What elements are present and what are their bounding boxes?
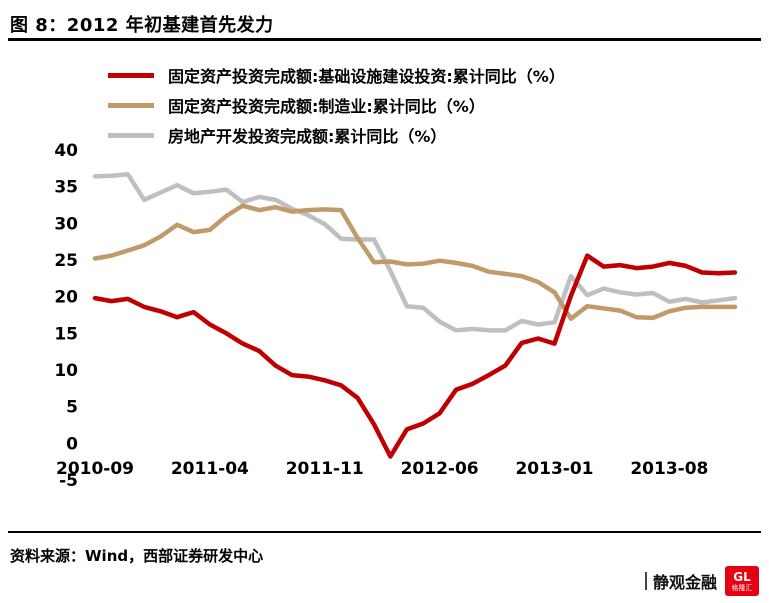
legend-swatch <box>108 72 154 78</box>
logo-text: 格隆汇 <box>731 583 753 592</box>
series-line-0 <box>92 253 738 459</box>
x-axis-tick-label: 2011-11 <box>286 459 364 479</box>
legend-label: 固定资产投资完成额:基础设施建设投资:累计同比（%） <box>168 67 565 86</box>
legend-swatch <box>108 102 154 108</box>
watermark-text: 静观金融 <box>652 573 717 592</box>
y-axis-tick-label: 40 <box>54 141 78 161</box>
chart-legend: 固定资产投资完成额:基础设施建设投资:累计同比（%） 固定资产投资完成额:制造业:… <box>108 64 565 154</box>
x-axis-tick-label: 2012-06 <box>401 459 479 479</box>
x-axis-tick-label: 2013-01 <box>515 459 593 479</box>
y-axis-tick-label: 0 <box>66 434 78 454</box>
legend-item-1: 固定资产投资完成额:制造业:累计同比（%） <box>108 94 565 116</box>
gelonghui-logo-icon: GL 格隆汇 <box>725 566 759 596</box>
x-axis-tick-label: 2010-09 <box>56 459 134 479</box>
watermark: 静观金融 GL 格隆汇 <box>644 566 759 596</box>
x-axis-tick-label: 2011-04 <box>171 459 249 479</box>
y-axis-tick-label: -5 <box>59 471 78 491</box>
y-axis-tick-label: 35 <box>54 178 78 198</box>
legend-item-0: 固定资产投资完成额:基础设施建设投资:累计同比（%） <box>108 64 565 86</box>
figure-header: 图 8：2012 年初基建首先发力 <box>8 0 761 41</box>
legend-swatch <box>108 132 154 138</box>
y-axis-tick-label: 15 <box>54 324 78 344</box>
y-axis-tick-label: 30 <box>54 214 78 234</box>
legend-label: 房地产开发投资完成额:累计同比（%） <box>168 127 447 146</box>
logo-monogram: GL <box>733 569 751 584</box>
series-line-1 <box>92 203 738 321</box>
y-axis-tick-label: 5 <box>66 398 78 418</box>
y-axis-tick-label: 20 <box>54 288 78 308</box>
x-axis-tick-label: 2013-08 <box>630 459 708 479</box>
legend-item-2: 房地产开发投资完成额:累计同比（%） <box>108 124 565 146</box>
watermark-separator <box>644 572 647 590</box>
footer-divider <box>8 531 761 533</box>
source-note: 资料来源：Wind，西部证券研发中心 <box>10 547 264 565</box>
figure-title: 图 8：2012 年初基建首先发力 <box>10 15 274 36</box>
series-line-2 <box>92 171 738 333</box>
y-axis-tick-label: 10 <box>54 361 78 381</box>
legend-label: 固定资产投资完成额:制造业:累计同比（%） <box>168 97 485 116</box>
y-axis-tick-label: 25 <box>54 251 78 271</box>
